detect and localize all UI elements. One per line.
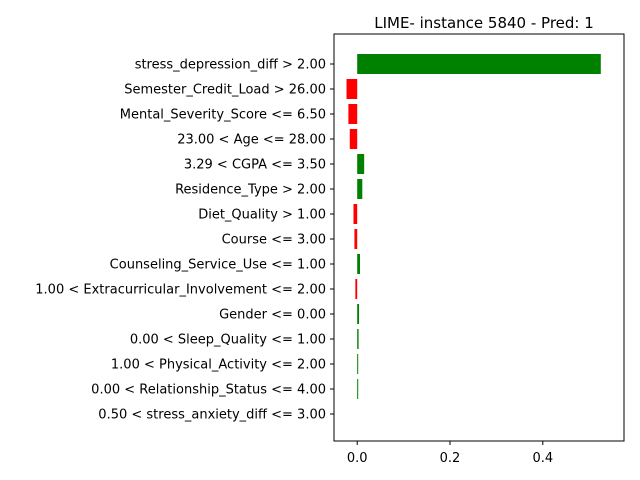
bar-8 <box>357 254 360 274</box>
y-tick-label-13: 0.00 < Relationship_Status <= 4.00 <box>91 383 326 398</box>
bar-4 <box>357 154 365 174</box>
y-tick-label-7: Course <= 3.00 <box>222 233 326 248</box>
y-tick-label-2: Mental_Severity_Score <= 6.50 <box>120 108 326 123</box>
y-tick-label-10: Gender <= 0.00 <box>219 308 326 323</box>
bar-12 <box>357 354 359 374</box>
y-tick-label-14: 0.50 < stress_anxiety_diff <= 3.00 <box>98 408 326 423</box>
x-tick-label-0: 0.0 <box>347 451 368 466</box>
y-tick-label-4: 3.29 < CGPA <= 3.50 <box>184 158 326 173</box>
chart-title: LIME- instance 5840 - Pred: 1 <box>374 14 594 32</box>
x-tick-label-1: 0.2 <box>440 451 461 466</box>
bar-0 <box>357 54 601 74</box>
y-tick-label-8: Counseling_Service_Use <= 1.00 <box>110 258 326 273</box>
x-axis: 0.0 0.2 0.4 <box>347 441 553 466</box>
bar-1 <box>346 79 358 99</box>
bar-9 <box>355 279 358 299</box>
bar-7 <box>354 229 358 249</box>
y-tick-label-6: Diet_Quality > 1.00 <box>198 208 326 223</box>
bar-3 <box>349 129 358 149</box>
y-tick-label-9: 1.00 < Extracurricular_Involvement <= 2.… <box>35 283 326 298</box>
y-tick-label-11: 0.00 < Sleep_Quality <= 1.00 <box>130 333 326 348</box>
bar-13 <box>357 379 359 399</box>
y-tick-label-0: stress_depression_diff > 2.00 <box>135 58 326 73</box>
y-tick-labels: stress_depression_diff > 2.00 Semester_Cr… <box>35 58 334 423</box>
x-tick-label-2: 0.4 <box>532 451 553 466</box>
bar-11 <box>357 329 359 349</box>
bar-6 <box>353 204 358 224</box>
y-tick-label-12: 1.00 < Physical_Activity <= 2.00 <box>111 358 326 373</box>
bar-2 <box>348 104 358 124</box>
y-tick-label-5: Residence_Type > 2.00 <box>175 183 326 198</box>
bar-5 <box>357 179 363 199</box>
plot-frame <box>333 33 625 442</box>
bars-group <box>346 54 601 399</box>
bar-10 <box>357 304 360 324</box>
y-tick-label-3: 23.00 < Age <= 28.00 <box>177 133 326 148</box>
y-tick-label-1: Semester_Credit_Load > 26.00 <box>124 83 326 98</box>
